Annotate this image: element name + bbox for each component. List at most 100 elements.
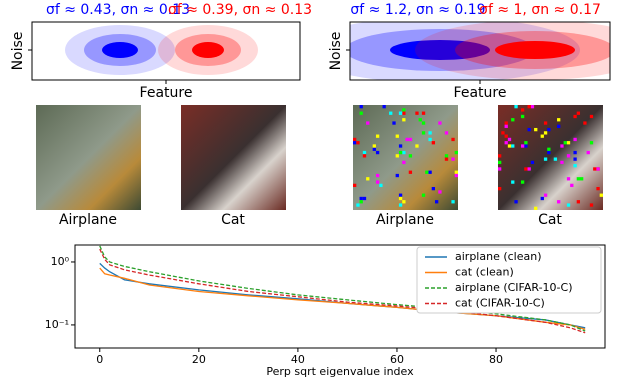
ellipse	[495, 41, 575, 59]
noise-pixel	[421, 121, 426, 125]
noise-pixel	[547, 147, 551, 151]
noise-pixel	[362, 196, 367, 201]
image-label: Airplane	[59, 212, 117, 228]
noise-pixel	[507, 137, 512, 142]
noise-pixel	[402, 200, 406, 204]
noise-pixel	[359, 111, 363, 115]
noise-pixel	[392, 121, 396, 125]
x-tick-label: 20	[192, 353, 206, 366]
noise-pixel	[520, 180, 525, 184]
noise-pixel	[573, 114, 577, 119]
noise-pixel	[353, 137, 357, 142]
legend-label: airplane (clean)	[455, 250, 542, 263]
noise-pixel	[540, 196, 544, 201]
y-tick-label: 10⁰	[51, 255, 70, 268]
noise-pixel	[356, 203, 360, 207]
noise-pixel	[444, 131, 449, 135]
noise-pixel	[540, 134, 544, 138]
noise-pixel	[599, 193, 603, 197]
noise-pixel	[362, 154, 367, 158]
noise-pixel	[408, 154, 413, 158]
noise-pixel	[566, 177, 571, 181]
noise-pixel	[566, 203, 571, 207]
x-axis-label: Perp sqrt eigenvalue index	[266, 365, 414, 378]
noise-pixel	[566, 141, 571, 145]
noise-pixel	[498, 160, 502, 165]
noise-pixel	[398, 150, 403, 155]
y-label: Noise	[328, 32, 344, 71]
noise-pixel	[353, 183, 357, 188]
noise-pixel	[498, 167, 502, 171]
noise-pixel	[421, 131, 426, 135]
noise-pixel	[421, 193, 426, 197]
noise-pixel	[451, 137, 455, 142]
noise-pixel	[428, 131, 432, 135]
noise-pixel	[589, 114, 594, 119]
y-label: Noise	[10, 32, 26, 71]
noise-pixel	[586, 150, 590, 155]
y-tick-label: 10⁻¹	[45, 318, 69, 331]
noise-pixel	[398, 144, 403, 148]
noise-pixel	[431, 187, 436, 191]
noise-pixel	[366, 121, 370, 125]
noise-pixel	[395, 173, 399, 178]
left-panel: σf ≈ 0.43, σn ≈ 0.13 σf ≈ 0.39, σn ≈ 0.1…	[10, 2, 312, 228]
noise-pixel	[527, 167, 531, 171]
noise-pixel	[573, 157, 577, 161]
noise-pixel	[547, 127, 551, 132]
noise-pixel	[435, 200, 439, 204]
noise-pixel	[451, 200, 455, 204]
legend-label: cat (clean)	[455, 266, 514, 279]
noise-pixels	[353, 105, 603, 210]
noise-pixel	[402, 111, 406, 115]
noise-pixel	[405, 137, 409, 142]
noise-pixel	[583, 121, 587, 125]
line-chart: Perp sqrt eigenvalue index 0 20 40 60 80 10⁰ 1…	[45, 244, 606, 378]
image-airplane	[36, 105, 141, 210]
noise-pixel	[372, 147, 376, 151]
noise-pixel	[573, 137, 577, 142]
noise-pixel	[580, 177, 584, 181]
noise-pixel	[382, 105, 386, 109]
noise-pixel	[543, 131, 548, 135]
noise-pixel	[402, 160, 406, 165]
legend-label: airplane (CIFAR-10-C)	[455, 281, 573, 294]
noise-pixel	[359, 196, 363, 201]
noise-pixel	[372, 144, 376, 148]
legend-label: cat (CIFAR-10-C)	[455, 297, 545, 310]
noise-pixel	[438, 121, 442, 125]
noise-pixel	[543, 193, 548, 197]
noise-pixel	[359, 200, 363, 204]
noise-pixel	[576, 177, 581, 181]
noise-pixel	[454, 170, 458, 174]
noise-pixel	[362, 150, 367, 155]
noise-pixel	[534, 206, 538, 210]
image-cat	[181, 105, 286, 210]
noise-pixel	[395, 154, 399, 158]
noise-pixel	[511, 180, 515, 184]
noise-pixel	[543, 157, 548, 161]
noise-pixel	[520, 108, 525, 112]
noise-pixel	[547, 150, 551, 155]
noise-pixel	[398, 111, 403, 115]
noise-pixel	[375, 150, 380, 155]
noise-pixel	[431, 141, 436, 145]
noise-pixel	[527, 127, 531, 132]
noise-pixel	[375, 134, 380, 138]
noise-pixel	[520, 114, 525, 119]
x-tick-label: 80	[489, 353, 503, 366]
noise-pixel	[408, 170, 413, 174]
panel-title: σf ≈ 0.43, σn ≈ 0.13	[46, 2, 190, 18]
noise-pixel	[438, 190, 442, 194]
noise-pixel	[402, 108, 406, 112]
noise-pixel	[504, 141, 508, 145]
noise-pixel	[576, 111, 581, 115]
noise-pixel	[421, 111, 426, 115]
noise-pixel	[504, 121, 508, 125]
noise-pixel	[596, 167, 600, 171]
noise-pixel	[589, 203, 594, 207]
noise-pixel	[560, 160, 564, 165]
noise-pixel	[514, 200, 518, 204]
